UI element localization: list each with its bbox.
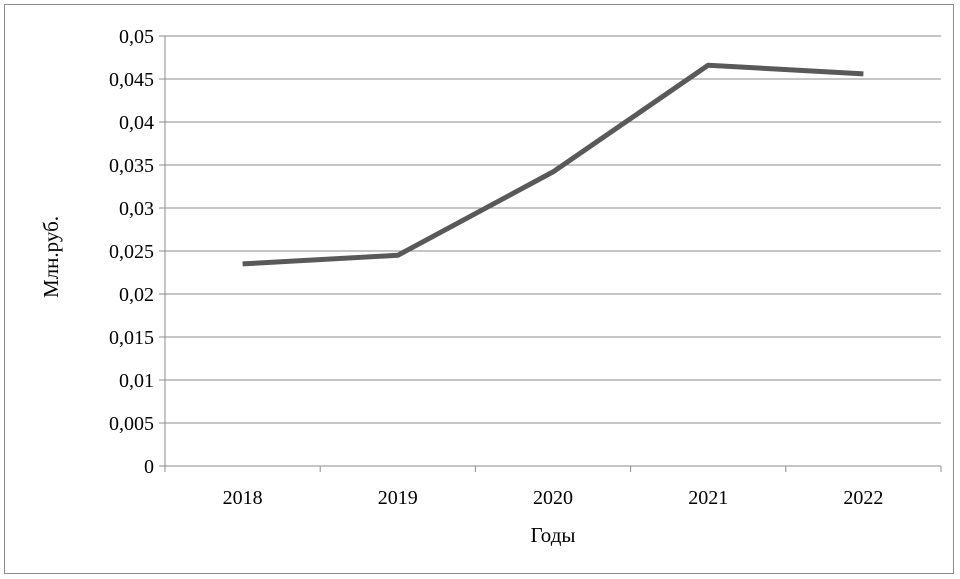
y-tick-label: 0,035 — [109, 155, 154, 177]
y-tick-label: 0,045 — [109, 69, 154, 91]
x-tick-label: 2018 — [223, 487, 263, 509]
y-tick-label: 0,025 — [109, 241, 154, 263]
y-tick-label: 0,05 — [119, 26, 154, 48]
x-tick-label: 2022 — [843, 487, 883, 509]
y-axis-title: Млн.руб. — [39, 216, 63, 298]
x-tick-label: 2019 — [378, 487, 418, 509]
chart-frame — [4, 4, 954, 574]
series-layer — [242, 62, 864, 267]
axes — [159, 35, 942, 472]
x-tick-label: 2020 — [533, 487, 573, 509]
y-tick-label: 0,04 — [119, 112, 154, 134]
y-tick-label: 0 — [144, 456, 154, 478]
y-tick-label: 0,02 — [119, 284, 154, 306]
y-tick-label: 0,03 — [119, 198, 154, 220]
x-tick-labels: 2018 2019 2020 2021 2022 — [223, 487, 884, 509]
y-tick-label: 0,005 — [109, 413, 154, 435]
y-tick-labels: 0 0,005 0,01 0,015 0,02 0,025 0,03 0,035 0,04 0,0… — [109, 26, 154, 478]
gridlines — [165, 35, 941, 424]
series-line — [242, 62, 864, 267]
x-axis-title: Годы — [531, 523, 576, 547]
y-tick-label: 0,015 — [109, 327, 154, 349]
x-tick-label: 2021 — [688, 487, 728, 509]
y-tick-label: 0,01 — [119, 370, 154, 392]
